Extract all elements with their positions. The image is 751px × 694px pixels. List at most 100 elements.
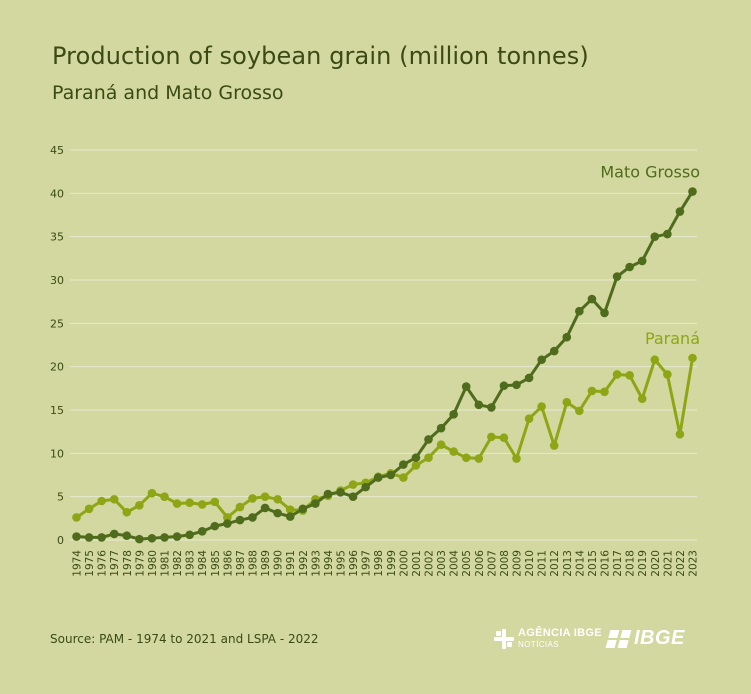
data-point-mato-grosso bbox=[97, 533, 106, 542]
x-tick-label: 1994 bbox=[323, 550, 335, 577]
data-point-mato-grosso bbox=[172, 532, 182, 541]
data-point-mato-grosso bbox=[336, 488, 345, 497]
x-tick-label: 2016 bbox=[600, 550, 612, 577]
data-point-paran bbox=[248, 494, 257, 503]
x-tick-label: 2005 bbox=[461, 550, 473, 577]
data-point-paran bbox=[72, 513, 81, 522]
x-tick-label: 2018 bbox=[625, 550, 637, 577]
data-point-mato-grosso bbox=[197, 527, 207, 536]
data-point-paran bbox=[84, 504, 94, 514]
x-tick-label: 2009 bbox=[512, 550, 524, 577]
x-tick-label: 2019 bbox=[637, 550, 649, 577]
y-tick-label: 25 bbox=[50, 317, 64, 330]
data-point-paran bbox=[524, 414, 534, 423]
x-tick-label: 1993 bbox=[310, 550, 322, 577]
x-tick-label: 2001 bbox=[411, 550, 423, 577]
data-point-mato-grosso bbox=[537, 355, 546, 365]
y-tick-label: 0 bbox=[57, 534, 64, 547]
x-tick-label: 1982 bbox=[172, 550, 184, 577]
data-point-mato-grosso bbox=[461, 382, 471, 391]
x-tick-label: 1990 bbox=[273, 550, 285, 577]
x-tick-label: 2017 bbox=[612, 550, 624, 577]
data-point-mato-grosso bbox=[675, 207, 685, 216]
x-tick-label: 1983 bbox=[185, 550, 197, 577]
data-point-paran bbox=[424, 453, 433, 462]
data-point-mato-grosso bbox=[612, 272, 622, 281]
data-point-paran bbox=[675, 429, 685, 439]
x-tick-label: 1980 bbox=[147, 550, 159, 577]
data-point-paran bbox=[411, 461, 421, 470]
data-point-mato-grosso bbox=[235, 515, 245, 525]
data-point-paran bbox=[461, 453, 471, 462]
data-point-mato-grosso bbox=[311, 499, 320, 508]
x-tick-label: 1985 bbox=[210, 550, 222, 577]
x-tick-label: 1976 bbox=[97, 550, 109, 577]
x-tick-label: 1981 bbox=[160, 550, 172, 577]
data-point-mato-grosso bbox=[386, 470, 396, 480]
data-point-paran bbox=[575, 406, 584, 416]
data-point-paran bbox=[185, 498, 194, 508]
x-tick-label: 2002 bbox=[424, 550, 436, 577]
x-tick-label: 1997 bbox=[361, 550, 373, 577]
x-tick-label: 2007 bbox=[486, 550, 498, 577]
ibge-logo: IBGE bbox=[605, 627, 685, 650]
data-point-mato-grosso bbox=[361, 482, 370, 492]
data-point-mato-grosso bbox=[524, 373, 534, 383]
x-tick-label: 2023 bbox=[688, 550, 700, 577]
x-tick-label: 1987 bbox=[235, 550, 247, 577]
data-point-paran bbox=[650, 355, 660, 365]
data-point-mato-grosso bbox=[373, 473, 383, 482]
y-tick-label: 30 bbox=[50, 274, 64, 287]
data-point-paran bbox=[499, 433, 509, 443]
data-point-mato-grosso bbox=[549, 346, 559, 356]
data-point-paran bbox=[109, 494, 119, 504]
data-point-mato-grosso bbox=[436, 423, 446, 433]
data-point-paran bbox=[122, 507, 132, 517]
x-tick-label: 2000 bbox=[398, 550, 410, 577]
data-point-mato-grosso bbox=[210, 521, 220, 531]
data-point-paran bbox=[273, 494, 282, 504]
data-point-paran bbox=[688, 353, 697, 363]
x-tick-label: 1999 bbox=[386, 550, 398, 577]
data-point-paran bbox=[549, 441, 559, 450]
data-point-mato-grosso bbox=[499, 381, 509, 391]
chart-title: Production of soybean grain (million ton… bbox=[52, 42, 589, 70]
x-tick-label: 2022 bbox=[675, 550, 687, 577]
chart-subtitle: Paraná and Mato Grosso bbox=[52, 82, 284, 104]
x-tick-label: 1978 bbox=[122, 550, 134, 577]
data-point-mato-grosso bbox=[147, 533, 157, 543]
x-tick-label: 2004 bbox=[449, 550, 461, 577]
x-tick-label: 1989 bbox=[260, 550, 272, 577]
x-tick-label: 2021 bbox=[662, 550, 674, 577]
data-point-mato-grosso bbox=[512, 380, 521, 390]
data-point-paran bbox=[537, 402, 546, 411]
data-point-mato-grosso bbox=[248, 513, 257, 522]
data-point-paran bbox=[135, 501, 144, 510]
x-tick-label: 1984 bbox=[197, 550, 209, 577]
series-line-mato-grosso bbox=[76, 190, 694, 541]
y-tick-label: 5 bbox=[57, 491, 64, 504]
data-point-paran bbox=[223, 513, 232, 522]
data-point-mato-grosso bbox=[399, 460, 408, 469]
data-point-paran bbox=[487, 432, 496, 442]
x-tick-label: 2014 bbox=[574, 550, 586, 577]
data-point-mato-grosso bbox=[625, 262, 634, 272]
data-point-mato-grosso bbox=[72, 532, 81, 541]
y-tick-label: 20 bbox=[50, 361, 64, 374]
data-point-mato-grosso bbox=[637, 256, 647, 266]
data-point-paran bbox=[285, 505, 295, 514]
data-point-mato-grosso bbox=[650, 232, 660, 241]
data-point-mato-grosso bbox=[688, 187, 697, 196]
data-point-mato-grosso bbox=[600, 308, 609, 318]
x-tick-label: 1975 bbox=[84, 550, 96, 577]
series-line-paran bbox=[75, 357, 694, 519]
x-tick-label: 2003 bbox=[436, 550, 448, 577]
x-tick-label: 1991 bbox=[285, 550, 297, 577]
agencia-ibge-logo-line1: AGÊNCIA IBGE bbox=[518, 627, 602, 639]
data-point-mato-grosso bbox=[449, 410, 458, 419]
series-label-mato-grosso: Mato Grosso bbox=[600, 163, 700, 182]
data-point-mato-grosso bbox=[160, 533, 169, 542]
data-point-paran bbox=[172, 499, 182, 508]
y-tick-label: 45 bbox=[50, 144, 64, 157]
